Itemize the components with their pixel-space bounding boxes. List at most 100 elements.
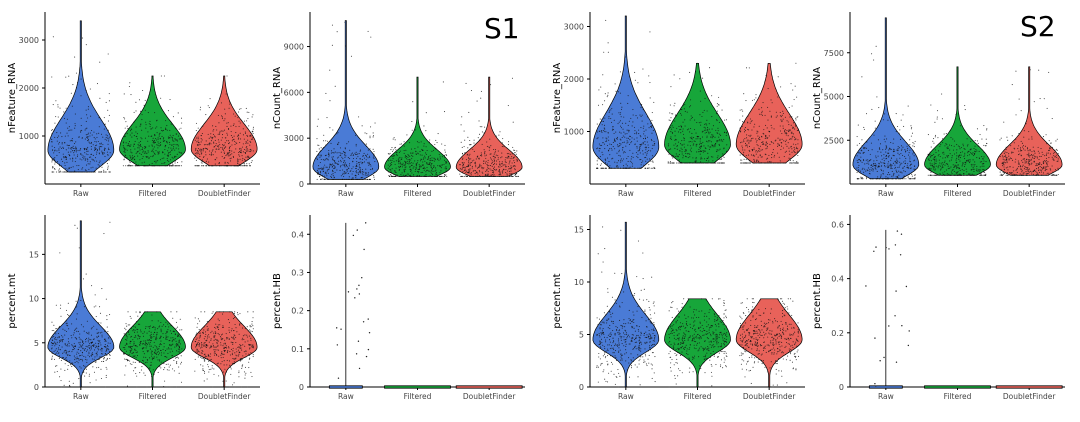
- point: [480, 165, 482, 167]
- point: [648, 127, 650, 129]
- point: [81, 154, 83, 156]
- point: [647, 144, 649, 146]
- point: [249, 140, 251, 142]
- point: [221, 156, 223, 158]
- point: [171, 123, 173, 125]
- point: [884, 141, 886, 143]
- point: [80, 152, 82, 155]
- point: [74, 123, 76, 125]
- point: [419, 166, 421, 168]
- point: [879, 177, 882, 179]
- point: [609, 154, 611, 156]
- point: [708, 133, 710, 135]
- point: [643, 125, 645, 127]
- point: [766, 143, 768, 145]
- point: [977, 142, 979, 144]
- point: [602, 154, 604, 156]
- point: [1027, 150, 1029, 152]
- point: [94, 148, 96, 150]
- point: [885, 146, 887, 148]
- point: [700, 161, 702, 163]
- point: [390, 171, 392, 173]
- point: [761, 136, 763, 138]
- point: [752, 137, 754, 139]
- point: [200, 161, 202, 163]
- point: [623, 165, 625, 167]
- point: [913, 143, 915, 145]
- point: [195, 130, 197, 132]
- point: [794, 128, 796, 130]
- point: [903, 125, 905, 128]
- point: [202, 148, 204, 150]
- point: [911, 163, 913, 165]
- point: [621, 122, 623, 124]
- point: [974, 150, 976, 152]
- point: [393, 155, 395, 157]
- point: [168, 160, 170, 162]
- point: [604, 100, 606, 102]
- point: [216, 129, 218, 131]
- point: [238, 137, 240, 139]
- point: [413, 166, 415, 168]
- point: [459, 173, 461, 175]
- point: [1021, 166, 1023, 168]
- point: [428, 155, 430, 158]
- point: [347, 172, 349, 175]
- point: [882, 119, 885, 121]
- point: [605, 131, 607, 133]
- point: [197, 138, 199, 140]
- point: [201, 159, 203, 161]
- point: [506, 157, 508, 159]
- point: [483, 160, 485, 162]
- point: [339, 147, 342, 149]
- point: [718, 136, 720, 138]
- point: [74, 127, 76, 129]
- point: [977, 169, 979, 171]
- point: [765, 137, 767, 139]
- point: [1030, 159, 1032, 161]
- point: [461, 146, 463, 149]
- point: [966, 174, 968, 176]
- point: [424, 157, 426, 159]
- point: [358, 163, 360, 165]
- point: [764, 114, 766, 116]
- point: [856, 144, 858, 146]
- point: [252, 150, 254, 152]
- point: [158, 165, 160, 167]
- point: [741, 145, 743, 147]
- point: [944, 157, 946, 159]
- point: [486, 145, 488, 148]
- point: [910, 128, 912, 130]
- point: [685, 150, 687, 152]
- point: [776, 115, 778, 117]
- point: [1054, 169, 1057, 171]
- point: [881, 162, 883, 164]
- point: [692, 157, 694, 159]
- point: [1028, 163, 1030, 165]
- point: [611, 129, 613, 131]
- point: [124, 127, 126, 129]
- point: [56, 154, 58, 156]
- point: [627, 124, 629, 126]
- point: [170, 147, 172, 149]
- point: [974, 139, 976, 142]
- point: [349, 170, 351, 172]
- point: [974, 161, 976, 163]
- point: [1004, 151, 1006, 153]
- point: [433, 175, 436, 177]
- point: [941, 118, 943, 120]
- point: [903, 178, 905, 180]
- point: [81, 137, 83, 139]
- point: [240, 152, 242, 154]
- point: [154, 153, 156, 155]
- point: [620, 127, 623, 129]
- point: [746, 134, 748, 136]
- point: [866, 169, 868, 171]
- point: [690, 147, 692, 149]
- point: [55, 116, 57, 118]
- y-tick-label: 2000: [19, 84, 39, 93]
- point: [415, 164, 418, 166]
- point: [513, 160, 515, 162]
- point: [792, 127, 794, 129]
- point: [703, 126, 705, 128]
